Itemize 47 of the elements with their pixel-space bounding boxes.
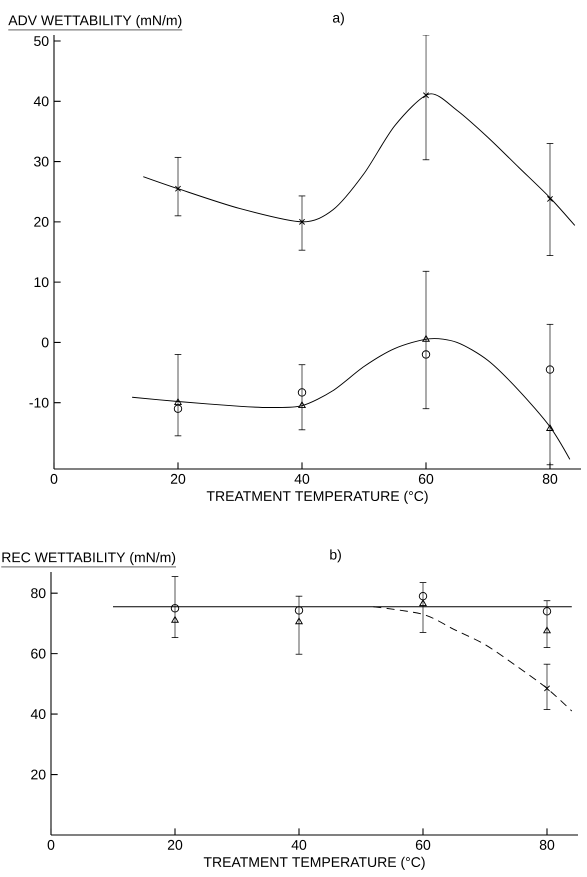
point [546, 424, 554, 431]
point [546, 365, 554, 374]
y-tick-label: 60 [31, 648, 46, 659]
y-tick-label: -10 [29, 398, 49, 408]
point [422, 92, 430, 98]
point [174, 186, 182, 192]
x-tick-label: 80 [540, 840, 554, 850]
x-tick-label: 80 [542, 474, 558, 484]
y-tick-label: 0 [42, 337, 49, 348]
x-axis-title: TREATMENT TEMPERATURE (°C) [204, 856, 425, 870]
point [295, 618, 303, 624]
point [544, 685, 550, 692]
y-tick-label: 50 [34, 36, 49, 46]
chart-title: a) [332, 12, 344, 26]
point [418, 592, 428, 600]
x-tick-label: 60 [418, 474, 434, 484]
x-tick-label: 60 [416, 840, 430, 850]
chart-title: b) [330, 549, 341, 562]
point [294, 606, 304, 615]
x-tick-label: 0 [50, 474, 58, 484]
y-axis-title: ADV WETTABILITY (mN/m) [8, 15, 182, 28]
x-axis-title: TREATMENT TEMPERATURE (°C) [206, 490, 428, 504]
y-tick-label: 80 [31, 588, 46, 598]
x-tick-label: 40 [294, 474, 310, 484]
x-tick-label: 20 [168, 840, 182, 850]
point [298, 388, 306, 397]
point [419, 600, 427, 606]
point [546, 196, 554, 202]
point [543, 626, 551, 634]
y-tick-label: 40 [30, 709, 46, 720]
y-tick-label: 20 [34, 216, 49, 227]
point [422, 335, 430, 342]
point [298, 218, 306, 225]
point [171, 616, 179, 623]
x-tick-label: 40 [292, 840, 306, 850]
point [170, 604, 180, 612]
y-tick-label: 10 [34, 277, 49, 288]
x-tick-label: 20 [170, 474, 186, 484]
point [422, 350, 430, 359]
point [298, 401, 306, 408]
y-tick-label: 40 [34, 96, 49, 106]
y-tick-label: 30 [34, 156, 49, 167]
y-axis-title: REC WETTABILITY (mN/m) [2, 552, 176, 566]
point [174, 404, 182, 413]
point [174, 398, 182, 406]
y-tick-label: 20 [31, 770, 46, 780]
point [542, 607, 552, 616]
